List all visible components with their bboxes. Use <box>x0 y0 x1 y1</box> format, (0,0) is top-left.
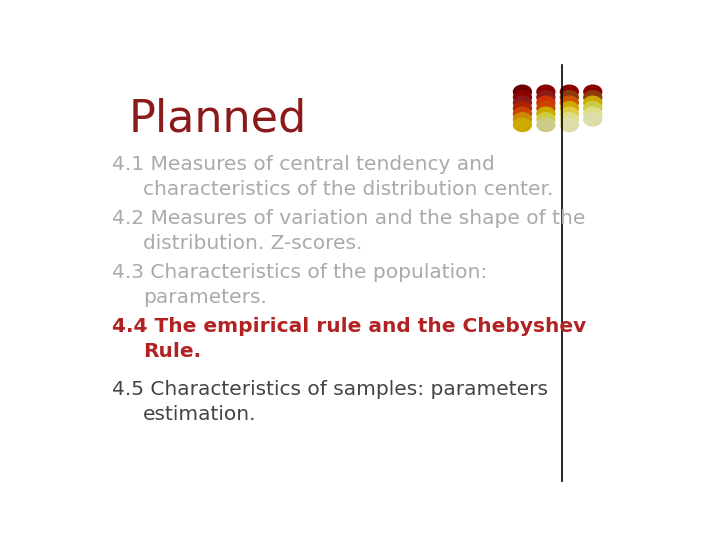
Circle shape <box>513 91 531 104</box>
Circle shape <box>560 85 578 98</box>
Circle shape <box>560 107 578 120</box>
Circle shape <box>537 107 555 120</box>
Circle shape <box>584 113 602 126</box>
Circle shape <box>560 91 578 104</box>
Circle shape <box>584 107 602 120</box>
Circle shape <box>537 113 555 126</box>
Text: 4.3 Characteristics of the population:: 4.3 Characteristics of the population: <box>112 263 487 282</box>
Text: estimation.: estimation. <box>143 404 256 423</box>
Circle shape <box>513 85 531 98</box>
Circle shape <box>560 102 578 115</box>
Circle shape <box>584 85 602 98</box>
Circle shape <box>513 113 531 126</box>
Circle shape <box>584 96 602 110</box>
Circle shape <box>513 118 531 131</box>
Circle shape <box>513 96 531 110</box>
Circle shape <box>537 118 555 131</box>
Circle shape <box>560 113 578 126</box>
Circle shape <box>537 102 555 115</box>
Circle shape <box>560 96 578 110</box>
Circle shape <box>584 91 602 104</box>
Text: 4.1 Measures of central tendency and: 4.1 Measures of central tendency and <box>112 155 495 174</box>
Text: Rule.: Rule. <box>143 342 201 361</box>
Text: characteristics of the distribution center.: characteristics of the distribution cent… <box>143 180 554 199</box>
Text: 4.2 Measures of variation and the shape of the: 4.2 Measures of variation and the shape … <box>112 209 585 228</box>
Circle shape <box>584 102 602 115</box>
Circle shape <box>537 96 555 110</box>
Circle shape <box>513 107 531 120</box>
Text: 4.5 Characteristics of samples: parameters: 4.5 Characteristics of samples: paramete… <box>112 380 549 399</box>
Circle shape <box>537 91 555 104</box>
Text: parameters.: parameters. <box>143 288 267 307</box>
Circle shape <box>537 85 555 98</box>
Text: distribution. Z-scores.: distribution. Z-scores. <box>143 234 362 253</box>
Circle shape <box>513 102 531 115</box>
Text: 4.4 The empirical rule and the Chebyshev: 4.4 The empirical rule and the Chebyshev <box>112 318 587 336</box>
Text: Planned: Planned <box>129 97 307 140</box>
Circle shape <box>560 118 578 131</box>
